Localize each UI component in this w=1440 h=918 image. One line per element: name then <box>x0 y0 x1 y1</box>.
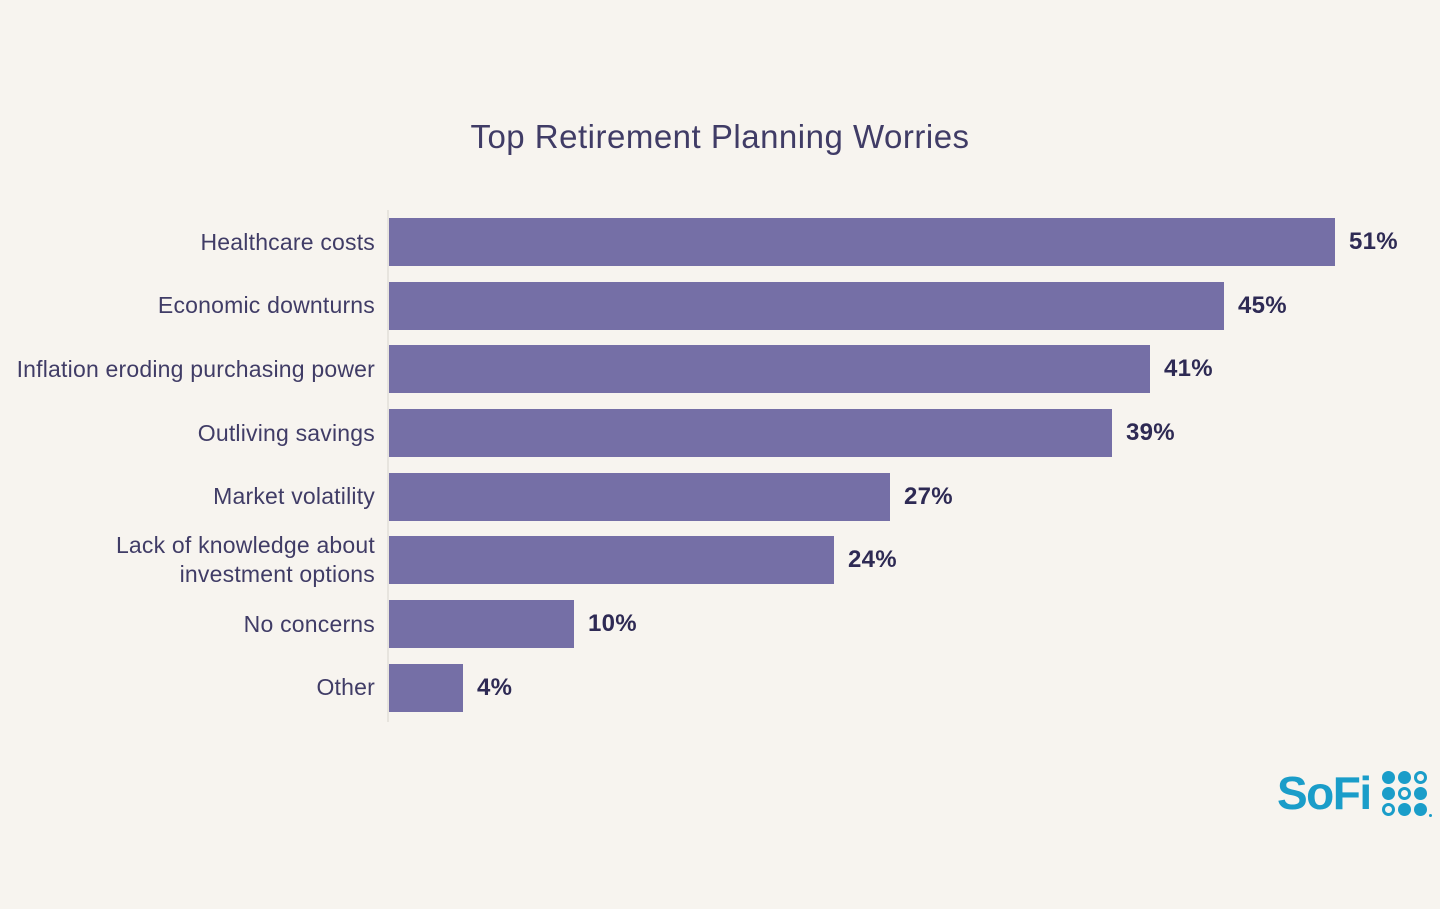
value-label: 24% <box>848 546 897 574</box>
bar <box>389 281 1224 330</box>
logo-dot <box>1413 770 1427 784</box>
value-label: 39% <box>1126 419 1175 447</box>
chart-title: Top Retirement Planning Worries <box>470 118 970 155</box>
trademark-dot <box>1428 813 1432 817</box>
sofi-logo: SoFi <box>1277 767 1432 819</box>
logo-dot <box>1413 786 1427 800</box>
bar-row: Outliving savings 39% <box>0 409 1440 458</box>
bar-row: Economic downturns 45% <box>0 281 1440 330</box>
bar-row: Healthcare costs 51% <box>0 218 1440 266</box>
bar-row: No concerns 10% <box>0 600 1440 649</box>
bar <box>389 409 1112 458</box>
bar <box>389 663 463 712</box>
bar <box>389 600 574 649</box>
category-label: Inflation eroding purchasing power <box>16 355 375 382</box>
bar <box>389 472 890 521</box>
category-label: Outliving savings <box>197 419 375 446</box>
value-label: 45% <box>1238 291 1287 319</box>
bar-row: Market volatility 27% <box>0 472 1440 521</box>
logo-dot <box>1397 786 1411 800</box>
sofi-dot-grid-icon <box>1381 770 1432 817</box>
y-axis-line <box>387 210 389 722</box>
bar-row: Other 4% <box>0 663 1440 712</box>
bar-chart: Healthcare costs 51% Economic downturns … <box>0 218 1440 728</box>
bar <box>389 218 1335 266</box>
logo-dot <box>1381 786 1395 800</box>
value-label: 51% <box>1349 228 1398 255</box>
category-label: Economic downturns <box>157 292 375 319</box>
bar-row: Lack of knowledge about investment optio… <box>0 532 1440 587</box>
category-label: No concerns <box>243 610 375 637</box>
logo-dot <box>1397 770 1411 784</box>
value-label: 27% <box>904 482 953 510</box>
bottom-edge-strip <box>0 909 1440 918</box>
category-label: Other <box>316 674 375 701</box>
value-label: 41% <box>1164 355 1213 383</box>
value-label: 4% <box>477 673 513 701</box>
sofi-wordmark: SoFi <box>1277 767 1372 819</box>
logo-dot <box>1397 802 1411 816</box>
category-label: Market volatility <box>213 483 375 510</box>
logo-dot <box>1381 802 1395 816</box>
bar <box>389 536 834 585</box>
category-label: Lack of knowledge about investment optio… <box>115 532 375 588</box>
logo-dot <box>1413 802 1427 816</box>
bar-row: Inflation eroding purchasing power 41% <box>0 345 1440 394</box>
category-label: Healthcare costs <box>200 228 375 255</box>
logo-dot <box>1381 770 1395 784</box>
bar <box>389 345 1150 394</box>
value-label: 10% <box>588 610 637 638</box>
